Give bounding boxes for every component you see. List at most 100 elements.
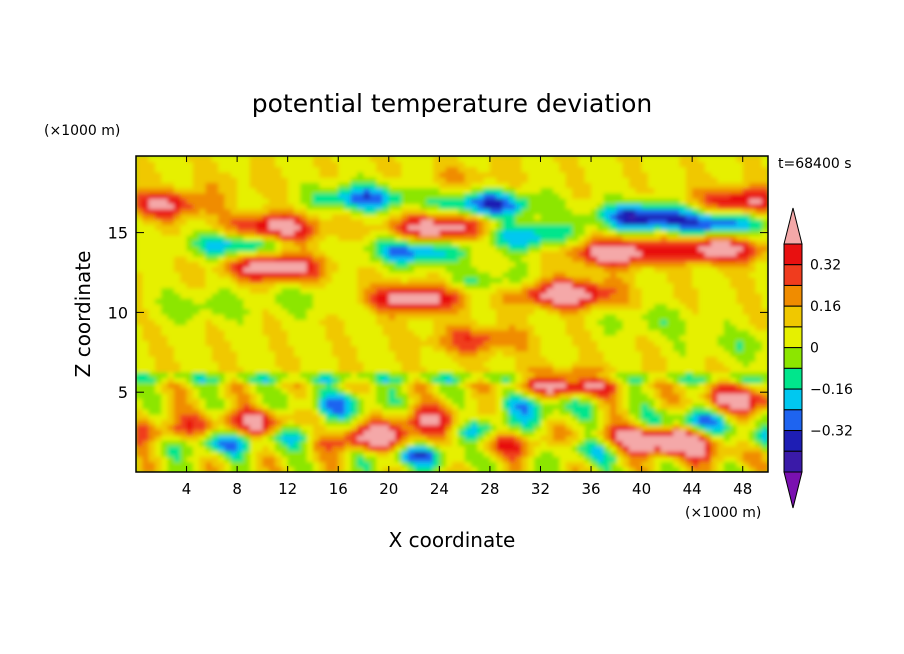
heatmap-cell: [357, 424, 365, 431]
heatmap-cell: [192, 408, 200, 415]
heatmap-cell: [205, 245, 213, 252]
heatmap-cell: [717, 271, 725, 278]
heatmap-cell: [521, 387, 529, 394]
heatmap-cell: [300, 382, 308, 389]
heatmap-cell: [180, 340, 188, 347]
heatmap-cell: [407, 240, 415, 247]
heatmap-cell: [237, 314, 245, 320]
heatmap-cell: [439, 303, 447, 310]
heatmap-cell: [572, 382, 579, 389]
heatmap-cell: [420, 398, 428, 405]
heatmap-cell: [237, 350, 245, 357]
heatmap-cell: [142, 219, 150, 226]
heatmap-cell: [572, 440, 579, 447]
heatmap-cell: [641, 314, 649, 320]
heatmap-cell: [565, 250, 573, 257]
heatmap-cell: [679, 419, 687, 426]
heatmap-cell: [673, 329, 681, 336]
heatmap-cell: [395, 319, 403, 326]
heatmap-cell: [572, 208, 579, 215]
heatmap-cell: [597, 282, 605, 289]
heatmap-cell: [679, 245, 687, 252]
heatmap-cell: [496, 298, 504, 305]
heatmap-cell: [142, 287, 150, 294]
heatmap-cell: [395, 229, 403, 236]
heatmap-cell: [553, 271, 561, 278]
heatmap-cell: [534, 250, 542, 257]
heatmap-cell: [287, 219, 295, 226]
heatmap-cell: [281, 408, 289, 415]
heatmap-cell: [540, 303, 548, 310]
heatmap-cell: [294, 424, 301, 431]
heatmap-cell: [641, 240, 649, 247]
heatmap-cell: [521, 324, 529, 331]
heatmap-cell: [647, 366, 655, 373]
heatmap-cell: [249, 271, 257, 278]
heatmap-cell: [306, 408, 314, 415]
heatmap-cell: [331, 408, 339, 415]
heatmap-cell: [243, 287, 251, 294]
heatmap-cell: [692, 324, 700, 331]
heatmap-cell: [559, 361, 567, 368]
heatmap-cell: [635, 387, 643, 394]
heatmap-cell: [136, 324, 143, 331]
heatmap-cell: [312, 371, 320, 378]
heatmap-cell: [205, 340, 213, 347]
heatmap-cell: [388, 287, 396, 294]
heatmap-cell: [344, 450, 352, 457]
heatmap-cell: [414, 393, 421, 399]
heatmap-cell: [167, 261, 175, 268]
heatmap-cell: [666, 371, 674, 378]
heatmap-cell: [704, 245, 712, 252]
heatmap-cell: [173, 335, 181, 341]
heatmap-cell: [534, 240, 542, 247]
heatmap-cell: [439, 229, 447, 236]
heatmap-cell: [666, 466, 674, 472]
heatmap-cell: [426, 398, 434, 405]
heatmap-cell: [730, 256, 737, 262]
heatmap-cell: [173, 329, 181, 336]
heatmap-cell: [654, 461, 662, 468]
heatmap-cell: [331, 240, 339, 247]
heatmap-cell: [717, 414, 725, 420]
heatmap-cell: [306, 356, 314, 362]
heatmap-cell: [572, 271, 579, 278]
heatmap-cell: [262, 356, 270, 362]
heatmap-cell: [483, 208, 491, 215]
heatmap-cell: [603, 224, 611, 231]
heatmap-cell: [673, 287, 681, 294]
heatmap-cell: [527, 308, 535, 315]
heatmap-cell: [325, 208, 333, 215]
heatmap-cell: [692, 356, 700, 362]
heatmap-cell: [749, 350, 756, 357]
heatmap-cell: [199, 303, 207, 310]
heatmap-cell: [414, 240, 421, 247]
heatmap-cell: [553, 456, 561, 463]
heatmap-cell: [243, 256, 251, 262]
heatmap-cell: [249, 224, 257, 231]
heatmap-cell: [565, 213, 573, 220]
heatmap-cell: [515, 429, 523, 436]
heatmap-cell: [559, 461, 567, 468]
heatmap-cell: [388, 403, 396, 410]
heatmap-cell: [439, 450, 447, 457]
heatmap-cell: [692, 208, 700, 215]
heatmap-cell: [401, 371, 409, 378]
heatmap-cell: [458, 314, 466, 320]
heatmap-cell: [616, 208, 624, 215]
heatmap-cell: [300, 440, 308, 447]
heatmap-cell: [647, 245, 655, 252]
heatmap-cell: [243, 408, 251, 415]
heatmap-cell: [205, 461, 213, 468]
heatmap-cell: [470, 419, 478, 426]
heatmap-cell: [218, 282, 226, 289]
heatmap-cell: [597, 371, 605, 378]
heatmap-cell: [578, 271, 586, 278]
heatmap-cell: [723, 245, 731, 252]
heatmap-cell: [338, 324, 346, 331]
heatmap-cell: [211, 461, 219, 468]
heatmap-cell: [136, 419, 143, 426]
heatmap-cell: [268, 229, 276, 236]
heatmap-cell: [742, 303, 750, 310]
heatmap-cell: [597, 424, 605, 431]
